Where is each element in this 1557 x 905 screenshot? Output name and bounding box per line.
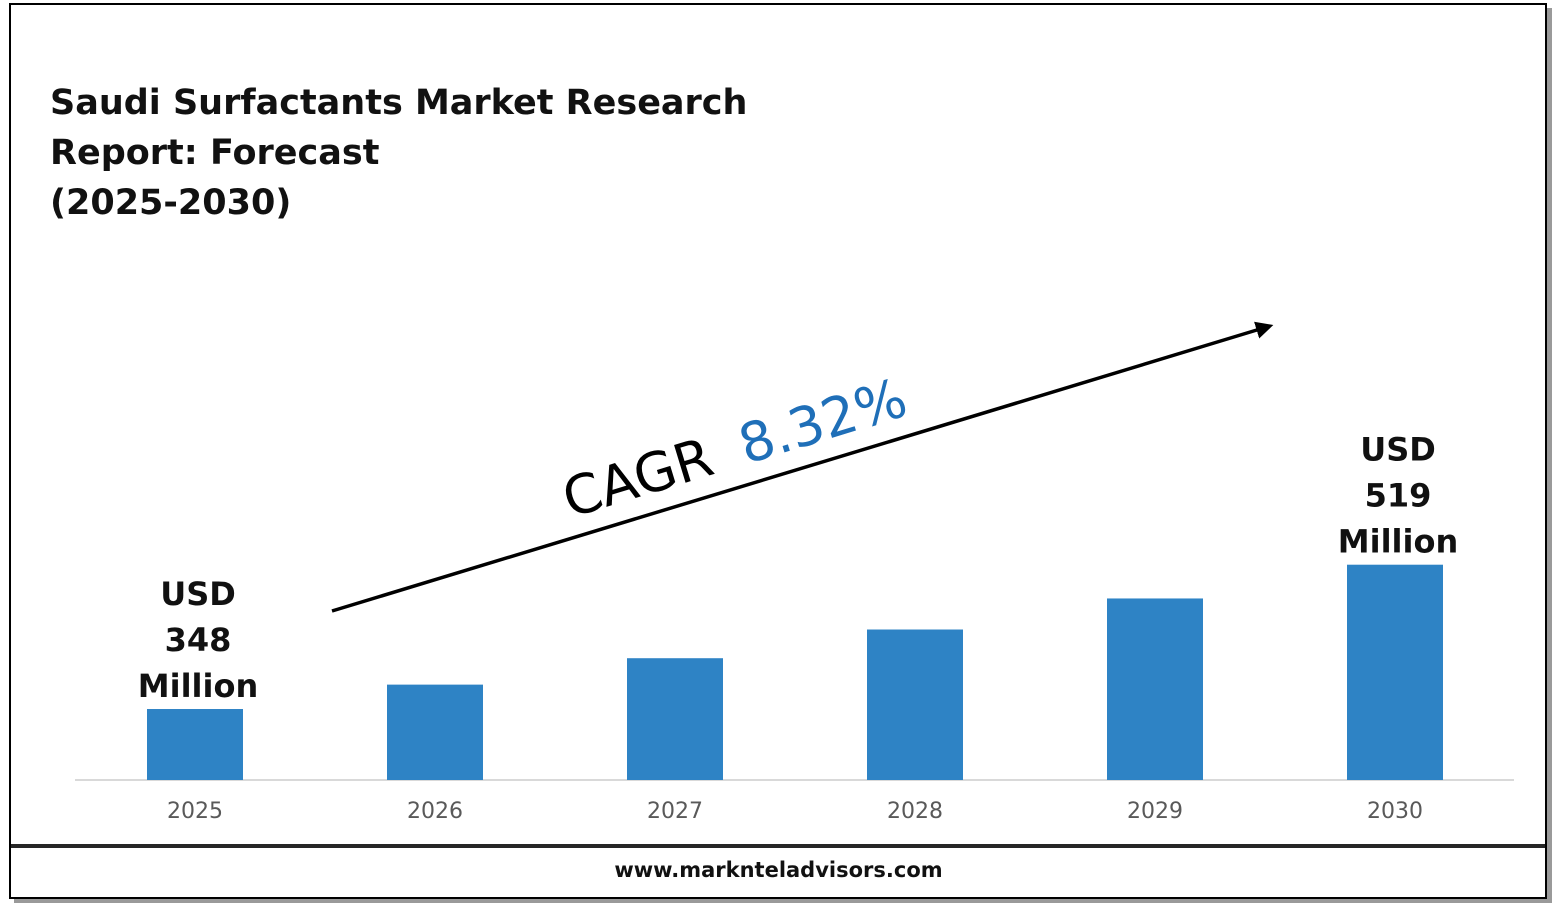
frame-shadow-bottom (14, 899, 1552, 903)
chart-title: Saudi Surfactants Market Research Report… (50, 83, 748, 223)
data-label-2030: 519 (1365, 477, 1432, 515)
cagr-arrow (331, 321, 1274, 613)
data-label-2030: Million (1338, 523, 1458, 561)
footer-url: www.marknteladvisors.com (614, 858, 943, 882)
bar-2025 (147, 709, 243, 780)
bar-2030 (1347, 564, 1443, 780)
bar-2026 (387, 684, 483, 780)
data-label-2025: Million (138, 667, 258, 705)
bar-2028 (867, 629, 963, 780)
x-tick-label: 2027 (647, 799, 703, 824)
bar-2029 (1107, 598, 1203, 780)
cagr-label: CAGR (555, 425, 720, 530)
bars-group (147, 564, 1443, 780)
x-tick-label: 2029 (1127, 799, 1183, 824)
data-label-2025: USD (160, 575, 236, 613)
chart-frame (9, 3, 1547, 899)
bar-2027 (627, 658, 723, 780)
footer-divider (11, 844, 1545, 848)
data-label-2030: USD (1360, 431, 1436, 469)
cagr-annotation: CAGR 8.32% (555, 366, 914, 530)
x-tick-label: 2028 (887, 799, 943, 824)
x-tick-label: 2025 (167, 799, 223, 824)
data-label-2025: 348 (165, 621, 232, 659)
x-tick-label: 2030 (1367, 799, 1423, 824)
cagr-value: 8.32% (732, 366, 914, 476)
value-annotations: USD 348 Million USD 519 Million (138, 431, 1458, 705)
x-tick-label: 2026 (407, 799, 463, 824)
x-tick-labels: 2025 2026 2027 2028 2029 2030 (167, 799, 1423, 824)
frame-shadow-right (1547, 8, 1552, 901)
